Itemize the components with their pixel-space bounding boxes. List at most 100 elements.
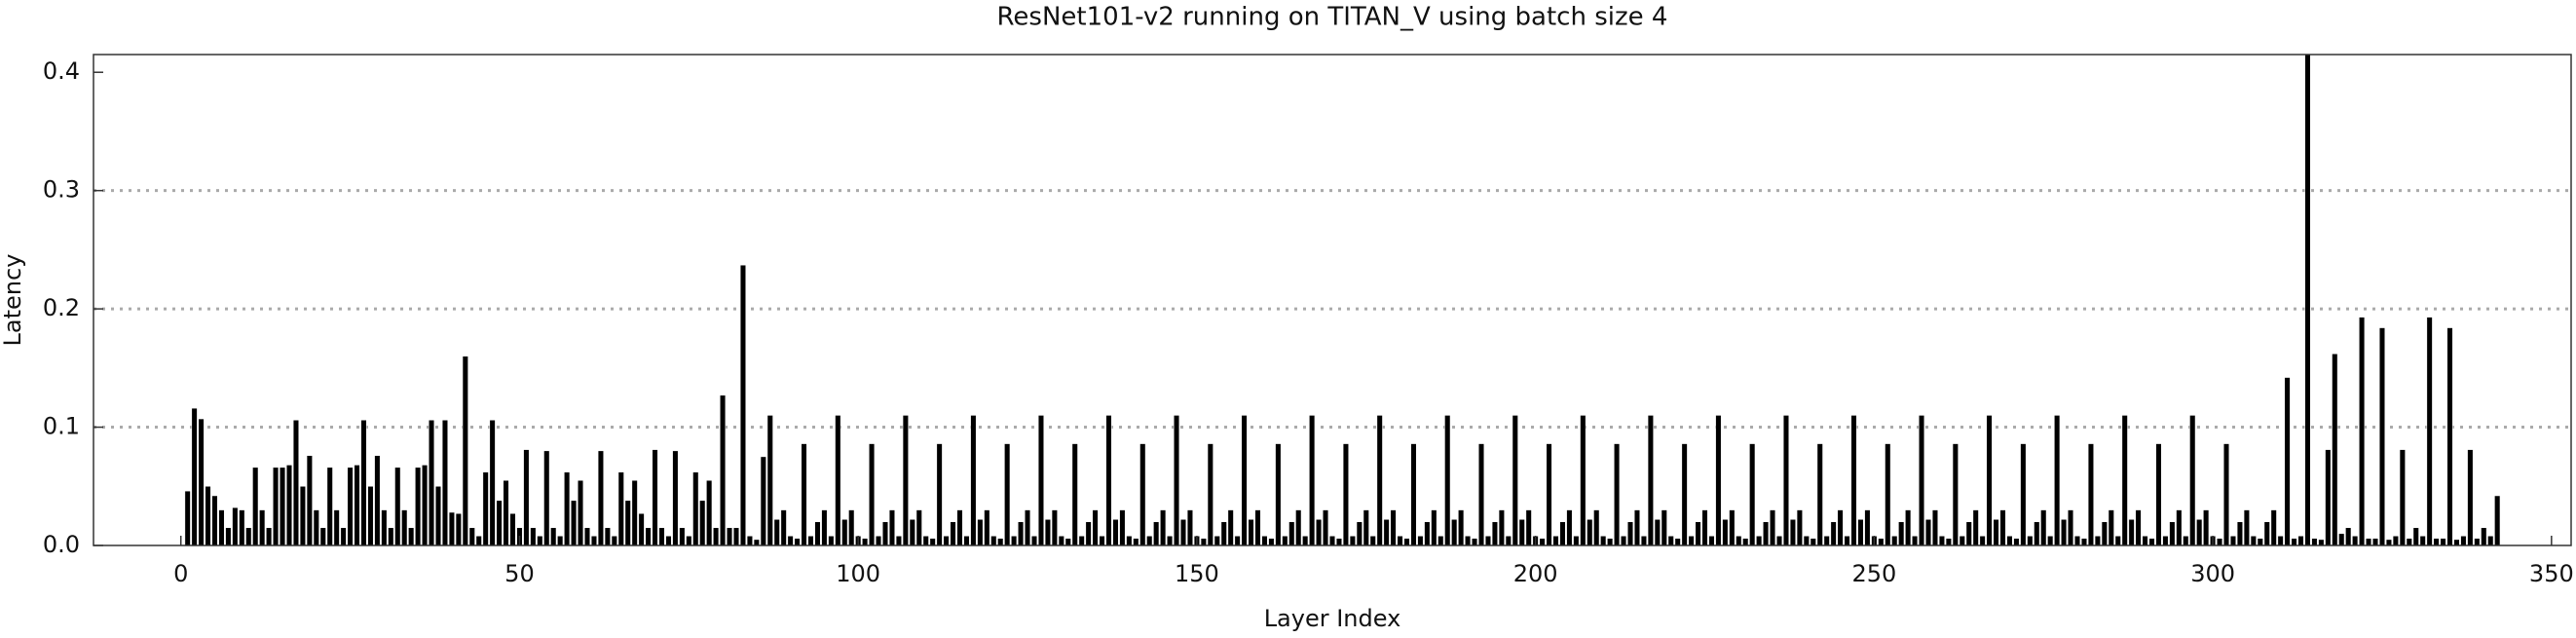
bar [1025,509,1031,546]
bar [1058,536,1064,546]
bar [665,536,672,546]
bar [2412,527,2419,546]
grid [93,189,2571,430]
y-tick-label: 0.1 [43,413,80,440]
bar [408,527,415,546]
bar [1309,415,1316,546]
bar [2385,539,2392,546]
bar [1803,536,1810,546]
bar [760,456,766,546]
bar [1011,536,1018,546]
bar [2291,538,2297,546]
bar [963,536,970,546]
bar [2142,536,2148,546]
bar [1146,536,1153,546]
bar [990,536,997,546]
bar [672,450,679,546]
x-tick-label: 50 [504,560,535,587]
bar [374,455,381,546]
bar [1335,538,1342,546]
bar [936,443,943,546]
bar [1722,519,1729,546]
bar [2460,536,2467,546]
bar [1607,538,1614,546]
bar [2359,317,2366,546]
bar [624,500,631,546]
bar [422,465,429,546]
bar [1749,443,1756,546]
y-tick-label: 0.3 [43,176,80,204]
bar [895,536,902,546]
bar [1099,536,1105,546]
bar [1999,509,2006,546]
bar [753,539,760,546]
bar [1071,443,1078,546]
bar [1823,536,1830,546]
bar [2155,443,2162,546]
bar [313,509,319,546]
bar [1179,519,1187,546]
bar [2474,538,2481,546]
bar [2440,538,2446,546]
bar [1938,536,1945,546]
bar [1905,509,1912,546]
bar [441,420,448,546]
bar [1667,536,1674,546]
bar [1972,509,1979,546]
bar [319,527,326,546]
y-tick-label: 0.4 [43,57,80,85]
x-tick-label: 200 [1513,560,1558,587]
bar [2054,415,2061,546]
bar [727,527,733,546]
bar [1302,536,1309,546]
bar [1472,538,1478,546]
x-tick-label: 0 [173,560,188,587]
bar [1363,509,1369,546]
bar [915,509,922,546]
bar [2325,449,2332,546]
bar [1830,521,1837,546]
bar [2366,538,2372,546]
bar [1085,521,1092,546]
bar [2453,539,2460,546]
bar [2094,536,2101,546]
bar [273,467,280,546]
bar [1030,536,1038,546]
bar [388,527,394,546]
bar [1018,521,1025,546]
bar [2284,377,2291,546]
bar [218,509,225,546]
bar [2217,538,2223,546]
bar [1119,509,1126,546]
bar [2399,449,2406,546]
y-axis-label: Latency [0,254,26,347]
bar [1782,415,1789,546]
bar [828,536,835,546]
bar [1316,519,1323,546]
bar [1133,538,1139,546]
x-tick-label: 150 [1175,560,1219,587]
bar [1965,521,1972,546]
bar [720,394,727,546]
bar [1261,536,1268,546]
bar [259,509,266,546]
bar [1458,509,1465,546]
bar [2196,519,2203,546]
x-tick-label: 350 [2529,560,2574,587]
bar [184,490,191,546]
bar [1912,536,1919,546]
bar [1614,443,1621,546]
bar [2189,415,2196,546]
bar [1139,443,1146,546]
bar [1268,538,1275,546]
bar [1288,521,1295,546]
bar [1004,443,1011,546]
bar [2162,536,2169,546]
bar [2114,536,2121,546]
bar [1465,536,1472,546]
bar [1369,536,1376,546]
bar [2047,536,2054,546]
bar [1383,519,1390,546]
